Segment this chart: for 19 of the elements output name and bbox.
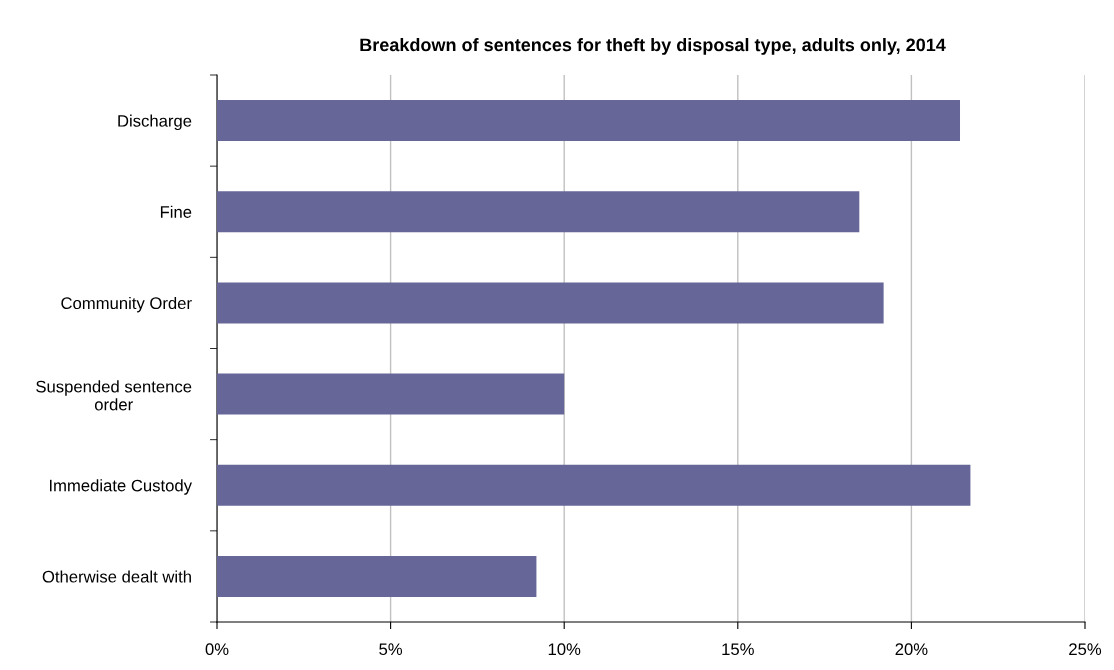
x-tick-label: 10% — [548, 643, 581, 656]
x-tick-label: 0% — [205, 643, 229, 656]
bar — [217, 373, 565, 415]
bar — [217, 555, 537, 597]
x-tick-label: 25% — [1069, 643, 1102, 656]
x-tick-label: 5% — [379, 643, 403, 656]
chart-title: Breakdown of sentences for theft by disposal type, adults only, 2014 — [360, 38, 946, 55]
bar — [217, 464, 971, 506]
y-tick-label: Community Order — [61, 296, 192, 313]
y-tick-label: Discharge — [118, 114, 192, 131]
y-tick-label: Fine — [160, 205, 192, 218]
bar — [217, 100, 961, 142]
x-tick-label: 20% — [895, 643, 928, 656]
y-tick-label: Otherwise dealt with — [42, 570, 191, 583]
x-tick-label: 15% — [722, 643, 754, 656]
y-tick-label: Suspended sentence order — [36, 380, 192, 411]
bar — [217, 191, 860, 233]
bar — [217, 282, 884, 324]
y-tick-label: Immediate Custody — [49, 479, 192, 495]
